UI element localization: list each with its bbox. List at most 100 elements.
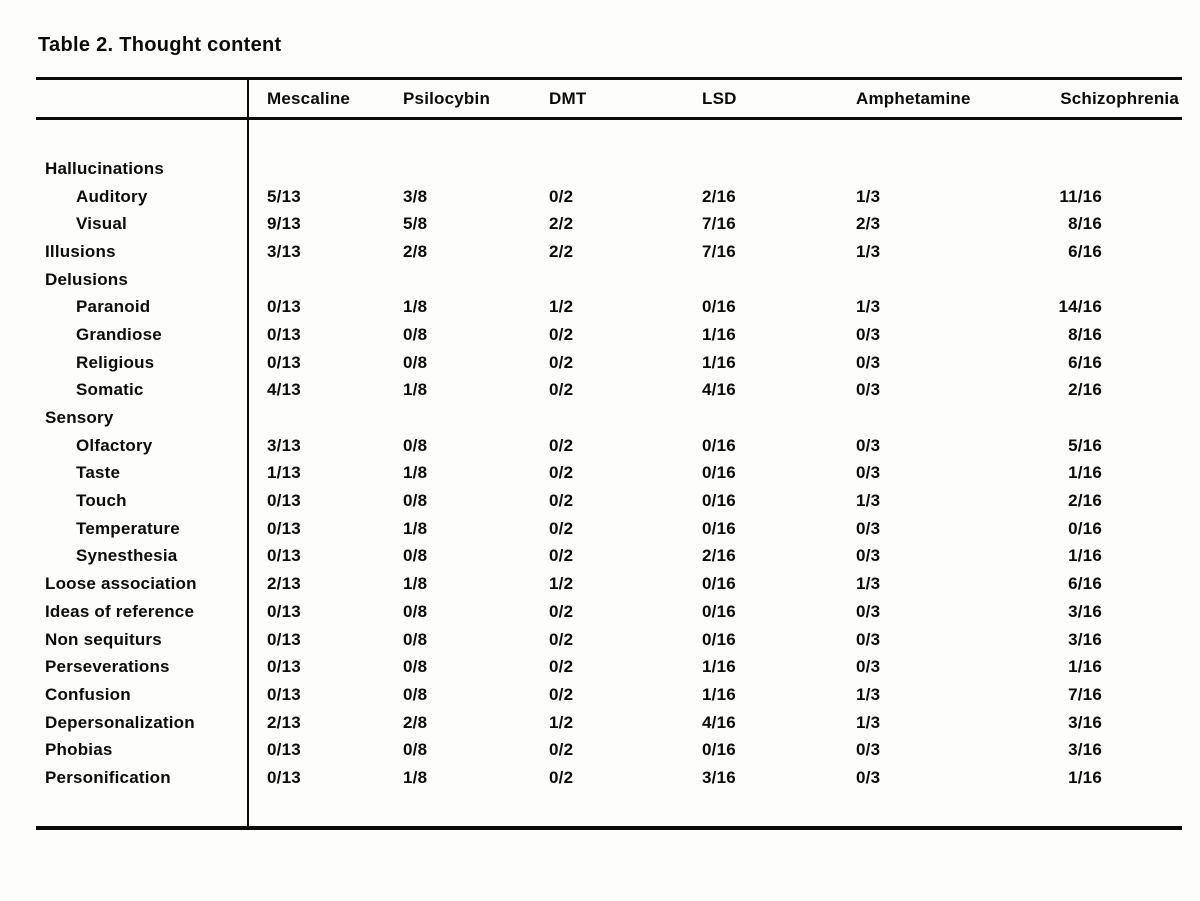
table-body: Hallucinations Auditory 5/13 3/8 0/2 2/1… (36, 120, 1182, 826)
table-row: Personification 0/13 1/8 0/2 3/16 0/3 1/… (36, 764, 1182, 792)
cell: 0/3 (856, 767, 881, 787)
cell: 1/3 (856, 186, 881, 206)
table-row: Somatic 4/13 1/8 0/2 4/16 0/3 2/16 (36, 377, 1182, 405)
cell: 0/8 (403, 629, 428, 649)
cell: 1/3 (856, 684, 881, 704)
cell: 2/13 (267, 712, 301, 732)
cell: 1/3 (856, 712, 881, 732)
cell: 0/13 (267, 684, 301, 704)
cell: 0/2 (549, 629, 574, 649)
cell: 0/3 (856, 546, 881, 566)
cell: 0/8 (403, 352, 428, 372)
cell: 0/16 (702, 574, 736, 594)
table-row: Confusion 0/13 0/8 0/2 1/16 1/3 7/16 (36, 681, 1182, 709)
table-row: Auditory 5/13 3/8 0/2 2/16 1/3 11/16 (36, 183, 1182, 211)
table-row: Loose association 2/13 1/8 1/2 0/16 1/3 … (36, 570, 1182, 598)
cell: 5/8 (403, 214, 428, 234)
cell: 5/13 (267, 186, 301, 206)
cell: 8/16 (1068, 214, 1102, 234)
cell: 0/8 (403, 546, 428, 566)
cell: 2/13 (267, 574, 301, 594)
cell: 3/13 (267, 435, 301, 455)
cell: 0/3 (856, 601, 881, 621)
cell: 0/16 (702, 629, 736, 649)
cell: 2/16 (1068, 491, 1102, 511)
row-label: Perseverations (45, 657, 170, 677)
row-label: Auditory (76, 186, 148, 206)
cell: 0/16 (702, 297, 736, 317)
cell: 9/13 (267, 214, 301, 234)
cell: 14/16 (1058, 297, 1102, 317)
cell: 0/16 (702, 463, 736, 483)
cell: 0/2 (549, 324, 574, 344)
cell: 4/16 (702, 712, 736, 732)
row-label: Visual (76, 214, 127, 234)
table-row: Sensory (36, 404, 1182, 432)
cell: 3/8 (403, 186, 428, 206)
cell: 1/2 (549, 574, 574, 594)
cell: 0/2 (549, 435, 574, 455)
cell: 0/16 (702, 518, 736, 538)
cell: 0/2 (549, 767, 574, 787)
table-row: Temperature 0/13 1/8 0/2 0/16 0/3 0/16 (36, 515, 1182, 543)
cell: 3/16 (702, 767, 736, 787)
row-label: Phobias (45, 740, 113, 760)
row-label: Hallucinations (45, 158, 164, 178)
cell: 0/16 (702, 601, 736, 621)
cell: 11/16 (1059, 186, 1102, 206)
row-label: Confusion (45, 684, 131, 704)
row-label: Olfactory (76, 435, 153, 455)
cell: 0/13 (267, 352, 301, 372)
cell: 4/13 (267, 380, 301, 400)
column-header-amphetamine: Amphetamine (856, 88, 971, 108)
row-label: Ideas of reference (45, 601, 195, 621)
column-header-psilocybin: Psilocybin (403, 88, 491, 108)
row-label: Synesthesia (76, 546, 178, 566)
cell: 0/13 (267, 518, 301, 538)
row-label: Temperature (76, 518, 180, 538)
cell: 1/16 (1068, 767, 1102, 787)
cell: 0/3 (856, 518, 881, 538)
column-header-lsd: LSD (702, 88, 737, 108)
cell: 1/16 (1068, 463, 1102, 483)
cell: 2/16 (1068, 380, 1102, 400)
table-row: Perseverations 0/13 0/8 0/2 1/16 0/3 1/1… (36, 653, 1182, 681)
cell: 0/2 (549, 380, 574, 400)
row-label: Illusions (45, 241, 116, 261)
row-label: Somatic (76, 380, 144, 400)
column-header-schizophrenia: Schizophrenia (1060, 88, 1179, 108)
cell: 0/2 (549, 518, 574, 538)
cell: 0/13 (267, 601, 301, 621)
cell: 0/16 (702, 491, 736, 511)
cell: 0/2 (549, 740, 574, 760)
table-header-row: Mescaline Psilocybin DMT LSD Amphetamine… (36, 80, 1182, 120)
table-row: Religious 0/13 0/8 0/2 1/16 0/3 6/16 (36, 349, 1182, 377)
table-row: Touch 0/13 0/8 0/2 0/16 1/3 2/16 (36, 487, 1182, 515)
row-label: Taste (76, 463, 121, 483)
row-label: Grandiose (76, 324, 162, 344)
row-label: Depersonalization (45, 712, 195, 732)
cell: 0/3 (856, 380, 881, 400)
row-label: Non sequiturs (45, 629, 162, 649)
cell: 1/8 (403, 574, 428, 594)
cell: 3/16 (1068, 712, 1102, 732)
column-header-dmt: DMT (549, 88, 587, 108)
cell: 0/3 (856, 657, 881, 677)
row-label: Sensory (45, 408, 114, 428)
table-row: Hallucinations (36, 155, 1182, 183)
cell: 0/8 (403, 740, 428, 760)
table-row: Illusions 3/13 2/8 2/2 7/16 1/3 6/16 (36, 238, 1182, 266)
cell: 0/2 (549, 186, 574, 206)
cell: 0/3 (856, 435, 881, 455)
row-label: Delusions (45, 269, 129, 289)
cell: 0/13 (267, 657, 301, 677)
cell: 1/3 (856, 574, 881, 594)
cell: 0/3 (856, 352, 881, 372)
cell: 0/2 (549, 601, 574, 621)
row-label: Religious (76, 352, 155, 372)
column-divider-rule (247, 80, 249, 826)
cell: 0/16 (702, 435, 736, 455)
cell: 0/8 (403, 324, 428, 344)
cell: 5/16 (1068, 435, 1102, 455)
